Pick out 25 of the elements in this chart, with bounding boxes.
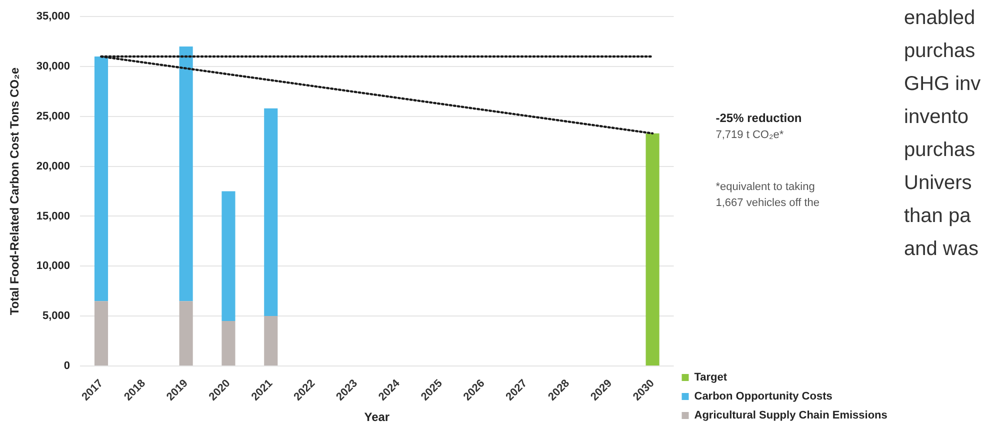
x-axis-title: Year <box>364 410 390 424</box>
y-axis-title: Total Food-Related Carbon Cost Tons CO₂e <box>8 67 22 316</box>
text: enabled <box>904 7 976 29</box>
legend-label: Carbon Opportunity Costs <box>694 390 832 403</box>
y-tick-label: 35,000 <box>36 10 70 23</box>
text: and was <box>904 238 978 260</box>
text: 1,667 vehicles off the <box>716 197 820 209</box>
y-tick-label: 25,000 <box>36 110 70 122</box>
text: 7,719 t CO₂e* <box>716 129 784 141</box>
y-tick-label: 30,000 <box>36 60 70 73</box>
text: -25% reduction <box>716 111 802 125</box>
y-tick-label: 15,000 <box>36 210 70 222</box>
legend-label: Target <box>694 372 728 384</box>
text: Univers <box>904 172 972 194</box>
text: purchas <box>904 40 976 62</box>
y-tick-label: 5,000 <box>42 310 70 322</box>
y-tick-label: 20,000 <box>36 160 70 172</box>
text: purchas <box>904 139 976 161</box>
text: GHG inv <box>904 73 981 95</box>
y-tick-label: 0 <box>64 360 70 372</box>
y-tick-label: 10,000 <box>36 260 70 272</box>
text: *equivalent to taking <box>716 181 815 193</box>
text: invento <box>904 106 968 128</box>
legend-label: Agricultural Supply Chain Emissions <box>694 410 888 422</box>
text: than pa <box>904 205 972 227</box>
